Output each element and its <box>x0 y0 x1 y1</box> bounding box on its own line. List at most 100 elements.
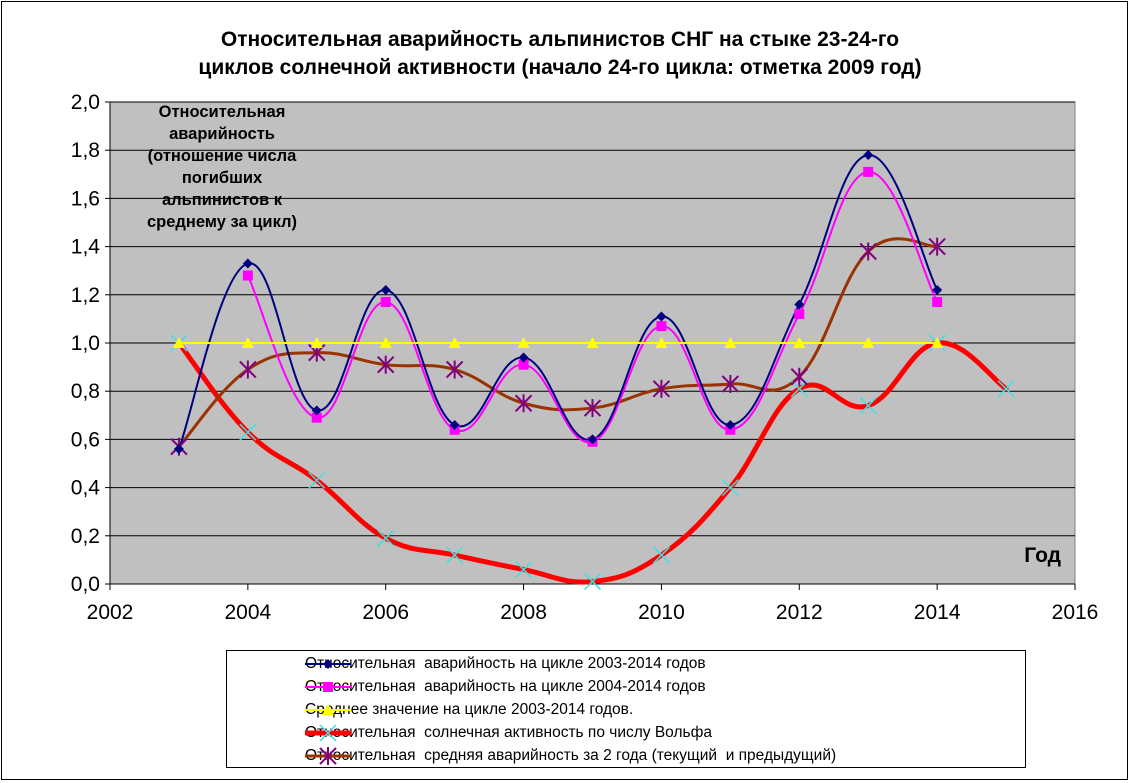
y-tick-label: 1,8 <box>71 139 100 162</box>
point-cycle-2004-2014 <box>794 309 805 320</box>
point-two-year-average <box>928 237 946 256</box>
y-axis-label: Относительная аварийность (отношение числа… <box>147 103 297 231</box>
x-tick-label: 2006 <box>362 601 409 624</box>
point-two-year-average <box>583 399 602 418</box>
x-axis-label: Год <box>1024 544 1061 567</box>
marker-stroke <box>319 724 337 742</box>
marker-stroke <box>377 529 395 547</box>
point-mean <box>793 337 806 348</box>
point-mean <box>517 337 530 348</box>
y-tick-label: 0,0 <box>71 573 100 596</box>
legend-swatch-square <box>305 682 351 692</box>
point-mean <box>724 337 737 348</box>
x-tick-label: 2002 <box>87 601 134 624</box>
point-cycle-2003-2014 <box>932 284 943 295</box>
y-tick-label: 1,0 <box>71 332 100 355</box>
point-mean <box>172 337 185 348</box>
series-line-two-year-average <box>177 237 939 449</box>
y-tick-label: 2,0 <box>71 91 100 114</box>
legend-swatch-marker <box>323 659 333 669</box>
marker-stroke <box>721 479 739 497</box>
marker-stroke <box>583 573 602 591</box>
point-cycle-2003-2014 <box>449 419 460 430</box>
point-cycle-2004-2014 <box>656 321 667 332</box>
point-two-year-average <box>721 374 740 393</box>
point-mean <box>655 337 668 348</box>
legend-item-solar-activity: Относительная солнечная активность по чи… <box>227 721 1025 744</box>
legend-swatch-triangle <box>305 704 351 715</box>
y-tick-label: 0,8 <box>71 380 100 403</box>
legend-swatch-asterisk <box>305 747 351 765</box>
legend-item-mean: Среднее значение на цикле 2003-2014 годо… <box>227 698 1025 721</box>
chart-title: Относительная аварийность альпинистов СН… <box>198 28 922 79</box>
point-two-year-average <box>859 242 877 261</box>
marker-stroke <box>308 471 326 489</box>
point-mean <box>862 337 875 348</box>
marker-stroke <box>446 546 464 564</box>
marker-stroke <box>859 397 877 415</box>
point-solar-activity <box>997 380 1015 398</box>
point-cycle-2004-2014 <box>380 297 391 308</box>
y-tick-label: 1,4 <box>71 236 101 259</box>
point-two-year-average <box>790 367 808 386</box>
point-cycle-2003-2014 <box>587 434 598 445</box>
legend-label: Относительная аварийность на цикле 2003-… <box>305 654 706 672</box>
point-solar-activity <box>652 546 670 564</box>
x-tick-label: 2010 <box>638 601 685 624</box>
point-cycle-2003-2014 <box>518 352 529 363</box>
point-solar-activity <box>377 529 395 547</box>
legend-label: Среднее значение на цикле 2003-2014 годо… <box>305 700 634 718</box>
point-cycle-2004-2014 <box>518 359 529 370</box>
y-tick-label: 1,6 <box>71 187 100 210</box>
marker-stroke <box>239 423 257 441</box>
marker-stroke <box>652 546 670 564</box>
point-cycle-2003-2014 <box>311 405 322 416</box>
marker-stroke <box>515 561 533 579</box>
x-tick-label: 2008 <box>500 601 547 624</box>
y-tick-label: 0,2 <box>71 525 100 548</box>
point-solar-activity <box>859 397 877 415</box>
y-tick-label: 1,2 <box>71 284 100 307</box>
x-tick-label: 2014 <box>914 601 961 624</box>
point-cycle-2004-2014 <box>311 412 322 423</box>
point-cycle-2004-2014 <box>863 166 874 177</box>
point-solar-activity <box>239 423 257 441</box>
point-solar-activity <box>515 561 533 579</box>
point-two-year-average <box>514 394 533 413</box>
point-mean <box>448 337 461 348</box>
legend-swatch-diamond <box>305 659 351 669</box>
series-line-cycle-2003-2014 <box>177 154 939 451</box>
marker-stroke <box>997 380 1015 398</box>
point-solar-activity <box>446 546 464 564</box>
point-two-year-average <box>239 360 257 379</box>
point-mean <box>310 337 323 348</box>
legend-swatch-marker <box>319 724 337 742</box>
point-cycle-2003-2014 <box>863 150 874 161</box>
legend-swatch-marker <box>322 704 334 715</box>
point-mean <box>931 337 944 348</box>
legend: Относительная аварийность на цикле 2003-… <box>226 650 1026 768</box>
y-tick-label: 0,6 <box>71 428 100 451</box>
point-solar-activity <box>583 573 602 591</box>
point-two-year-average <box>652 379 671 398</box>
point-cycle-2003-2014 <box>725 419 736 430</box>
legend-item-two-year-average: Относительная средняя аварийность за 2 г… <box>227 744 1025 767</box>
point-cycle-2003-2014 <box>656 311 667 322</box>
point-solar-activity <box>308 471 326 489</box>
legend-label: Относительная солнечная активность по чи… <box>305 723 712 741</box>
point-cycle-2004-2014 <box>932 297 943 308</box>
legend-swatch-marker <box>323 682 333 692</box>
point-cycle-2003-2014 <box>794 299 805 310</box>
x-tick-label: 2012 <box>776 601 823 624</box>
point-mean <box>379 337 392 348</box>
point-cycle-2004-2014 <box>242 270 253 281</box>
point-cycle-2003-2014 <box>173 444 184 455</box>
x-tick-label: 2016 <box>1052 601 1099 624</box>
point-cycle-2003-2014 <box>380 284 391 295</box>
point-two-year-average <box>377 355 395 374</box>
point-two-year-average <box>445 360 464 379</box>
point-mean <box>241 337 254 348</box>
point-mean <box>586 337 599 348</box>
legend-item-cycle-2004-2014: Относительная аварийность на цикле 2004-… <box>227 675 1025 698</box>
